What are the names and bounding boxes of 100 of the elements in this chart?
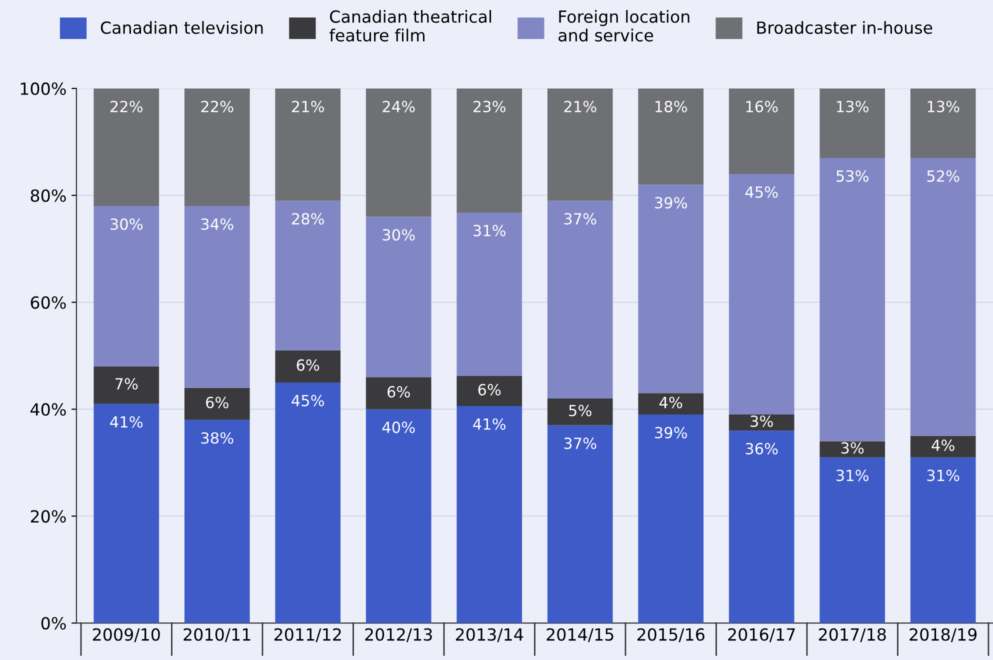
bar (638, 184, 704, 394)
bar (275, 382, 341, 624)
data-label: 3% (841, 442, 864, 454)
x-tick-label: 2016/17 (728, 628, 795, 642)
bar (184, 206, 250, 388)
bar (638, 414, 704, 624)
data-label: 52% (927, 170, 960, 182)
data-label: 21% (292, 100, 324, 112)
bar (366, 377, 432, 410)
data-label: 40% (382, 422, 415, 434)
y-tick-label: 0% (41, 617, 66, 630)
bar (366, 88, 432, 217)
bar (820, 88, 886, 158)
data-label: 16% (746, 100, 778, 112)
bar (910, 436, 976, 458)
data-label: 22% (201, 100, 234, 112)
bar (547, 398, 613, 426)
bar (728, 414, 794, 431)
data-label: 37% (564, 213, 596, 225)
legend-label: Canadian theatrical feature film (329, 10, 492, 42)
bar (820, 441, 886, 458)
data-label: 6% (478, 384, 501, 396)
data-label: 21% (564, 100, 596, 112)
bar (820, 457, 886, 624)
bar (547, 425, 613, 624)
bar (94, 88, 160, 206)
bar (728, 430, 794, 624)
y-tick-label: 80% (30, 189, 66, 202)
data-label: 34% (201, 218, 234, 230)
bar (547, 200, 613, 399)
bar (366, 409, 432, 624)
legend-label: Foreign location and service (558, 10, 690, 42)
bar (275, 88, 341, 201)
data-label: 45% (292, 394, 324, 406)
data-label: 53% (836, 170, 868, 182)
bar (910, 158, 976, 436)
bar (456, 212, 522, 376)
data-label: 39% (655, 426, 687, 438)
bar (366, 216, 432, 378)
bar (184, 388, 250, 420)
data-label: 5% (569, 404, 592, 416)
x-tick-label: 2013/14 (456, 628, 524, 642)
data-label: 13% (928, 100, 960, 112)
bar (456, 376, 522, 406)
bar (910, 457, 976, 624)
data-label: 4% (659, 396, 682, 408)
bar (728, 174, 794, 415)
data-label: 6% (296, 359, 320, 371)
y-tick-label: 100% (20, 82, 66, 96)
data-label: 41% (110, 416, 143, 428)
bar (94, 206, 160, 366)
bar (94, 366, 160, 404)
x-tick-label: 2014/15 (546, 628, 614, 642)
bar (184, 88, 250, 206)
bar (547, 88, 613, 201)
x-tick-label: 2015/16 (637, 628, 704, 642)
data-label: 23% (474, 100, 506, 112)
bar (638, 88, 704, 185)
x-tick-label: 2011/12 (274, 628, 341, 642)
data-label: 45% (745, 186, 778, 198)
data-label: 18% (656, 100, 687, 112)
data-label: 31% (836, 470, 868, 482)
data-label: 24% (382, 100, 415, 112)
y-tick-label: 40% (30, 403, 66, 416)
x-tick-label: 2009/10 (92, 628, 160, 642)
data-label: 37% (564, 438, 596, 450)
data-label: 39% (655, 196, 687, 209)
data-label: 28% (292, 213, 324, 225)
bar (275, 200, 341, 350)
data-label: 13% (837, 100, 868, 112)
bar (820, 158, 886, 442)
x-tick-label: 2012/13 (365, 628, 432, 642)
bar (638, 393, 704, 415)
x-tick-label: 2010/11 (184, 628, 250, 642)
bar (184, 420, 250, 624)
bar (728, 88, 794, 174)
data-label: 30% (382, 229, 415, 241)
legend-label: Broadcaster in-house (757, 21, 932, 34)
data-label: 4% (932, 440, 954, 452)
data-label: 22% (110, 100, 143, 112)
legend-label: Canadian television (100, 21, 263, 34)
data-label: 41% (473, 418, 506, 430)
y-tick-label: 20% (30, 510, 66, 523)
x-tick-label: 2018/19 (910, 628, 977, 642)
data-label: 6% (206, 396, 228, 408)
bar (910, 88, 976, 158)
x-tick-label: 2017/18 (818, 628, 886, 642)
data-label: 36% (746, 442, 778, 454)
bar (275, 350, 341, 382)
data-label: 30% (110, 218, 143, 230)
data-label: 31% (474, 224, 506, 236)
y-tick-label: 60% (30, 296, 66, 309)
bar (456, 88, 522, 212)
bar (94, 404, 160, 624)
bar (456, 406, 522, 624)
data-label: 31% (927, 470, 960, 482)
data-label: 7% (116, 378, 138, 390)
data-label: 3% (750, 415, 773, 427)
data-label: 6% (388, 386, 410, 398)
data-label: 38% (201, 432, 234, 444)
